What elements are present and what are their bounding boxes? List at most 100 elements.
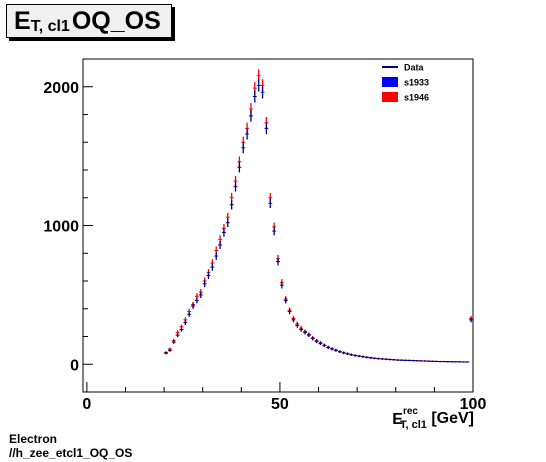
legend-label: s1946	[404, 93, 429, 103]
data-point	[341, 351, 346, 355]
x-tick-label: 100	[460, 396, 487, 413]
data-point	[469, 317, 473, 323]
legend-label: s1933	[404, 78, 429, 88]
data-point	[384, 358, 389, 361]
data-point	[330, 347, 334, 351]
data-point	[222, 228, 226, 237]
title-sub: T, cl1	[30, 18, 70, 35]
data-point	[175, 333, 180, 338]
data-point	[372, 357, 377, 360]
data-point	[171, 340, 176, 344]
data-point	[357, 355, 362, 358]
x-axis-label: Erec T, cl1 [GeV]	[392, 406, 474, 431]
data-point	[399, 359, 404, 361]
data-point	[279, 281, 284, 289]
legend-item-s1946: s1946	[382, 92, 429, 103]
data-point	[299, 327, 304, 332]
data-point	[337, 350, 342, 354]
data-point	[306, 333, 311, 338]
data-point	[283, 297, 288, 304]
data-point	[164, 351, 168, 355]
data-point	[210, 263, 215, 271]
data-point	[260, 86, 265, 99]
data-point	[426, 360, 431, 362]
data-point	[453, 361, 458, 363]
data-point	[191, 303, 195, 309]
data-point	[245, 128, 250, 140]
histogram-title: E T, cl1 OQ_OS	[6, 4, 172, 38]
data-point	[187, 311, 192, 317]
x-tick-label: 0	[82, 396, 91, 413]
data-point	[391, 359, 396, 361]
data-point	[415, 360, 419, 362]
data-point	[407, 359, 412, 362]
data-point	[364, 356, 369, 359]
data-point	[310, 336, 315, 341]
data-point	[422, 360, 427, 362]
data-point	[418, 360, 423, 362]
data-point	[438, 361, 443, 363]
x-tick-label: 50	[271, 396, 289, 413]
legend-label: Data	[404, 63, 425, 73]
data-point	[237, 161, 242, 173]
title-rest: OQ_OS	[71, 6, 161, 35]
data-point	[214, 252, 219, 260]
data-point	[388, 358, 392, 361]
data-point	[206, 271, 211, 279]
data-point	[225, 218, 230, 228]
data-point	[241, 142, 246, 154]
data-point	[430, 360, 435, 362]
data-point	[434, 360, 439, 363]
data-point	[291, 317, 296, 323]
data-point	[268, 198, 273, 209]
y-tick-label: 1000	[43, 219, 79, 236]
data-point	[461, 361, 466, 363]
data-point	[198, 291, 203, 298]
data-point	[445, 361, 450, 363]
legend-box-marker	[382, 92, 398, 102]
data-point	[183, 320, 188, 326]
footer-histogram-path: //h_zee_etcl1_OQ_OS	[9, 446, 133, 460]
data-point	[395, 359, 400, 361]
data-point	[376, 357, 381, 360]
data-point	[361, 355, 365, 358]
data-point	[449, 361, 454, 363]
data-point	[368, 356, 373, 359]
y-tick-label: 2000	[43, 80, 79, 97]
data-point	[194, 297, 199, 304]
footer-category: Electron	[9, 432, 58, 446]
legend-item-data: Data	[382, 63, 425, 73]
data-point	[276, 257, 280, 266]
data-point	[256, 79, 261, 92]
data-point	[318, 341, 323, 346]
title-main: E	[14, 6, 31, 35]
data-point	[322, 343, 327, 348]
data-point	[314, 339, 319, 344]
data-point	[252, 90, 257, 103]
data-point	[264, 122, 269, 135]
data-point	[442, 361, 446, 363]
data-point	[218, 240, 223, 249]
data-point	[303, 330, 307, 335]
data-point	[403, 359, 408, 362]
data-point	[349, 353, 354, 356]
legend-item-s1933: s1933	[382, 77, 429, 88]
data-point	[233, 181, 238, 192]
data-point	[345, 352, 350, 356]
series-s1946	[164, 69, 473, 363]
data-point	[249, 110, 253, 122]
data-point	[272, 226, 277, 236]
data-point	[353, 354, 358, 357]
data-point	[167, 348, 172, 352]
data-point	[457, 361, 462, 363]
data-point	[229, 199, 234, 210]
data-point	[411, 359, 416, 362]
plot-frame	[82, 58, 474, 393]
data-point	[326, 346, 331, 350]
data-point	[465, 361, 470, 363]
data-point	[202, 280, 207, 288]
data-point	[287, 308, 292, 315]
data-point	[333, 348, 338, 352]
series-data	[164, 79, 473, 363]
